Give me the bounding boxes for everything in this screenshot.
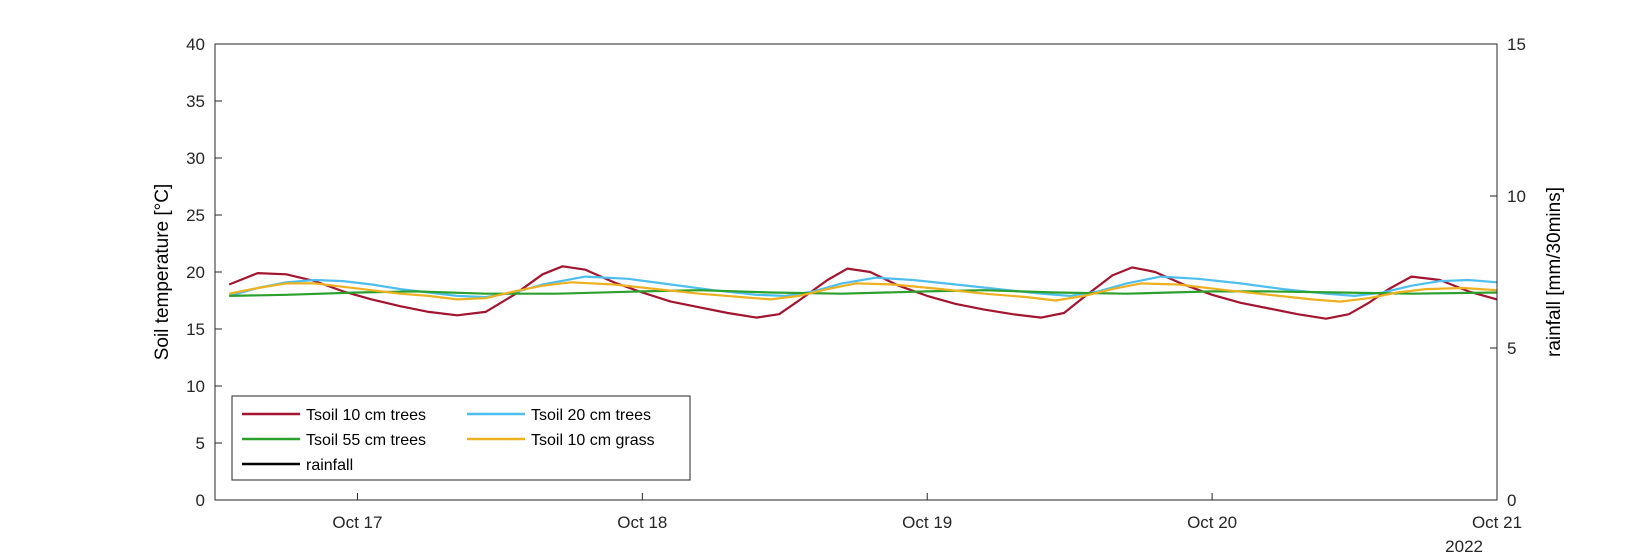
- x-tick-label: Oct 21: [1472, 513, 1522, 532]
- y-left-tick-label: 15: [186, 320, 205, 339]
- x-tick-label: Oct 17: [332, 513, 382, 532]
- series-line-2: [229, 289, 1498, 297]
- tick-group: 0 5 10 15 20 25 30 35 40 0 5 10 15 Oct 17 Oct 18 Oct 19…: [186, 35, 1526, 532]
- y-left-tick-label: 0: [196, 491, 205, 510]
- x-tick-label: Oct 18: [617, 513, 667, 532]
- legend-label-3: Tsoil 10 cm grass: [531, 432, 655, 449]
- legend-box: [231, 395, 691, 481]
- series-line-0: [228, 265, 1498, 320]
- legend-label-1: Tsoil 20 cm trees: [531, 407, 651, 424]
- y-right-tick-label: 10: [1507, 187, 1526, 206]
- series-group: [228, 265, 1498, 320]
- y-left-tick-label: 5: [196, 434, 205, 453]
- y-left-tick-label: 30: [186, 149, 205, 168]
- y-right-tick-label: 15: [1507, 35, 1526, 54]
- legend: Tsoil 10 cm trees Tsoil 20 cm trees Tsoil …: [231, 395, 691, 481]
- y-left-tick-label: 20: [186, 263, 205, 282]
- x-tick-label: Oct 20: [1187, 513, 1237, 532]
- y-axis-left-title: Soil temperature [°C]: [152, 184, 173, 361]
- legend-label-0: Tsoil 10 cm trees: [306, 407, 426, 424]
- y-right-tick-label: 0: [1507, 491, 1516, 510]
- series-line-3: [228, 281, 1498, 303]
- y-axis-right-title: rainfall [mm/30mins]: [1544, 187, 1565, 357]
- y-left-tick-label: 25: [186, 206, 205, 225]
- x-tick-label: Oct 19: [902, 513, 952, 532]
- y-right-tick-label: 5: [1507, 339, 1516, 358]
- x-axis-year-label: 2022: [1445, 537, 1483, 555]
- y-left-tick-label: 35: [186, 92, 205, 111]
- legend-label-4: rainfall: [306, 457, 353, 474]
- y-left-tick-label: 40: [186, 35, 205, 54]
- y-left-tick-label: 10: [186, 377, 205, 396]
- legend-label-2: Tsoil 55 cm trees: [306, 432, 426, 449]
